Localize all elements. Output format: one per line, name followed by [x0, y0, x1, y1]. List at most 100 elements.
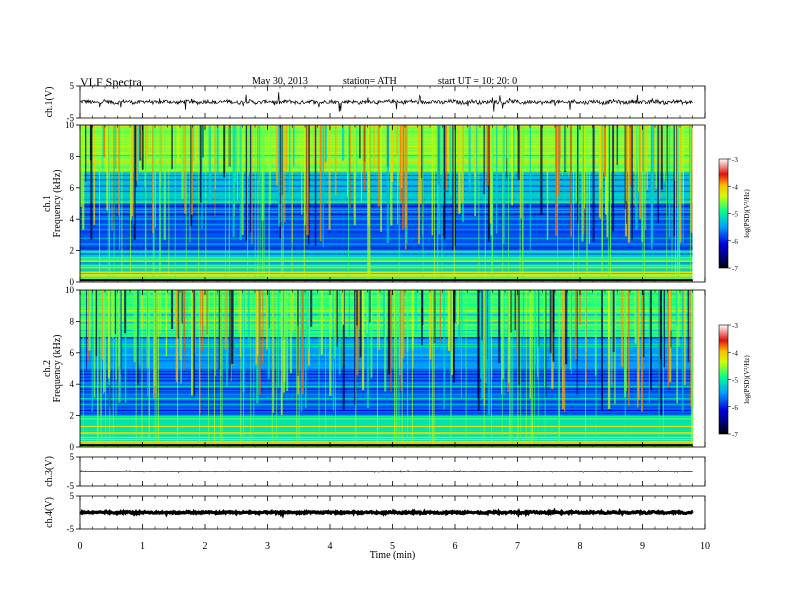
psd-impulse	[247, 125, 249, 176]
psd-broadband	[578, 125, 580, 282]
psd-impulse	[363, 125, 366, 191]
psd-broadband	[98, 125, 100, 282]
psd-impulse	[329, 290, 332, 396]
psd-impulse	[115, 290, 117, 380]
psd-impulse	[402, 290, 405, 358]
psd-impulse	[111, 290, 114, 339]
psd-striation	[80, 182, 693, 184]
psd-striation	[80, 278, 693, 280]
psd-impulse	[269, 125, 272, 205]
psd-impulse	[608, 125, 610, 247]
psd-impulse	[444, 125, 446, 239]
psd-broadband	[585, 290, 587, 447]
x-tick-label: 7	[515, 541, 520, 552]
psd-impulse	[561, 290, 565, 410]
psd-broadband	[144, 125, 146, 282]
psd-impulse	[308, 125, 310, 188]
psd-impulse	[658, 125, 661, 200]
psd-impulse	[272, 290, 275, 414]
psd-impulse	[663, 125, 666, 181]
psd-impulse	[681, 125, 683, 172]
psd-broadband	[97, 290, 99, 447]
psd-impulse	[687, 290, 690, 363]
psd-impulse	[206, 290, 209, 335]
ch2_spectrogram-ylabel: Frequency (kHz)	[52, 334, 63, 402]
psd-broadband	[453, 125, 455, 282]
psd-impulse	[256, 290, 259, 357]
ch1_spectrogram-panel: 0 2 4 6 8 10 -3 -4 -5 -6 -7 log(PSD)(V²/Hz)	[65, 120, 751, 287]
y-tick-label: 6	[70, 183, 75, 193]
psd-broadband	[401, 290, 403, 447]
psd-impulse	[198, 125, 201, 160]
psd-impulse	[320, 290, 323, 355]
psd-impulse	[191, 290, 194, 396]
psd-impulse	[358, 290, 360, 328]
psd-broadband	[257, 125, 259, 282]
psd-impulse	[544, 125, 546, 162]
psd-impulse	[171, 125, 173, 170]
ch3_waveform-ylabel: ch.3(V)	[44, 456, 55, 487]
psd-impulse	[419, 125, 422, 204]
psd-broadband	[610, 125, 612, 282]
psd-impulse	[262, 290, 264, 364]
psd-broadband	[557, 125, 559, 282]
psd-impulse	[179, 290, 181, 352]
psd-impulse	[592, 125, 595, 242]
ch3_waveform-panel: 5 -5	[67, 452, 706, 491]
psd-broadband	[642, 125, 644, 282]
x-tick-label: 4	[328, 541, 333, 552]
psd-broadband	[82, 290, 84, 447]
psd-line	[80, 441, 693, 443]
psd-impulse	[137, 290, 139, 386]
psd-striation	[80, 401, 693, 403]
psd-impulse	[111, 125, 113, 231]
psd-impulse	[154, 125, 156, 228]
psd-impulse	[226, 290, 228, 387]
psd-impulse	[80, 125, 83, 208]
psd-impulse	[324, 125, 327, 162]
psd-impulse	[216, 125, 219, 173]
time-ticks	[79, 457, 706, 486]
psd-impulse	[239, 290, 241, 358]
psd-impulse	[438, 125, 441, 235]
psd-impulse	[107, 290, 111, 379]
psd-impulse	[282, 290, 285, 341]
psd-impulse	[439, 125, 443, 176]
psd-impulse	[390, 290, 392, 392]
psd-impulse	[359, 290, 362, 358]
psd-impulse	[681, 290, 684, 412]
psd-impulse	[468, 125, 471, 192]
psd-striation	[80, 262, 693, 264]
psd-impulse	[561, 125, 563, 176]
psd-impulse	[354, 290, 357, 405]
psd-impulse	[136, 125, 138, 181]
psd-impulse	[448, 125, 451, 173]
psd-impulse	[449, 125, 452, 196]
psd-impulse	[487, 290, 491, 415]
psd-impulse	[378, 290, 381, 350]
psd-impulse	[102, 290, 105, 394]
psd-impulse	[297, 290, 299, 377]
psd-impulse	[124, 290, 127, 403]
psd-impulse	[244, 290, 247, 324]
psd-striation	[80, 218, 693, 220]
psd-striation	[80, 169, 693, 171]
psd-broadband	[501, 290, 503, 447]
psd-floor	[80, 444, 693, 447]
psd-broadband	[109, 125, 111, 282]
psd-broadband	[282, 125, 284, 282]
psd-broadband	[247, 125, 249, 282]
psd-impulse	[118, 290, 120, 367]
psd-impulse	[284, 125, 286, 223]
psd-broadband	[262, 125, 264, 282]
psd-impulse	[676, 125, 678, 208]
psd-impulse	[328, 125, 331, 230]
psd-impulse	[391, 290, 393, 368]
psd-impulse	[280, 125, 283, 222]
psd-broadband	[433, 290, 435, 447]
psd-impulse	[175, 290, 178, 382]
psd-striation	[80, 398, 693, 400]
psd-impulse	[635, 125, 637, 174]
psd-impulse	[366, 290, 369, 409]
psd-impulse	[334, 125, 337, 196]
